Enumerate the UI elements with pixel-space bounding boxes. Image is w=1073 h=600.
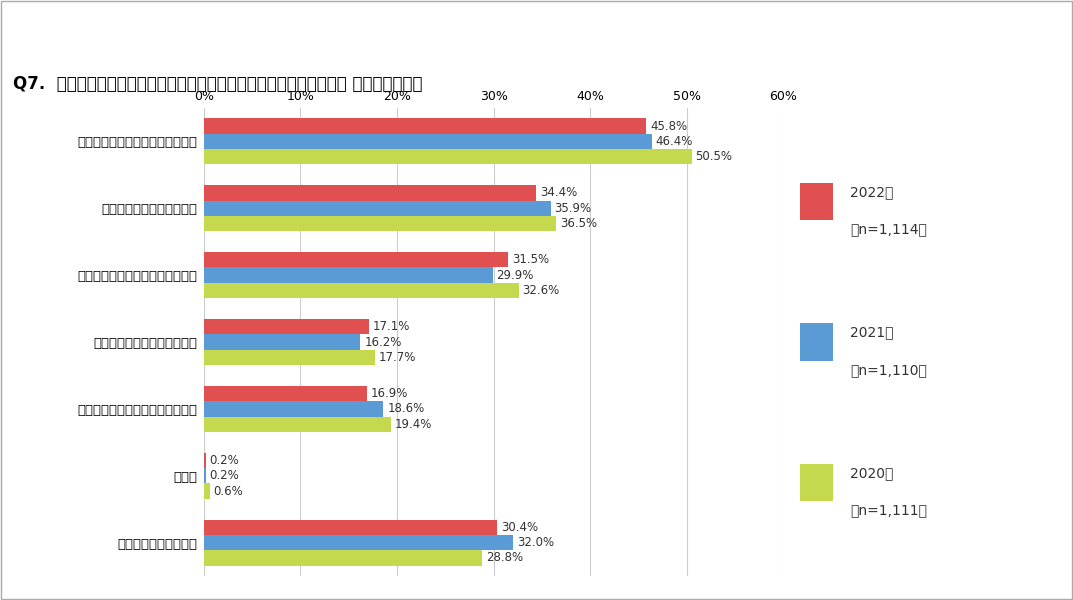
Bar [204, 386, 367, 401]
Text: 0.6%: 0.6% [214, 485, 244, 497]
Text: 50.5%: 50.5% [695, 151, 733, 163]
Text: 17.1%: 17.1% [373, 320, 410, 333]
Text: 16.9%: 16.9% [371, 387, 409, 400]
Text: 2021年: 2021年 [850, 326, 894, 340]
Text: 34.4%: 34.4% [540, 187, 577, 199]
Bar [204, 416, 392, 432]
Bar [204, 334, 361, 350]
Text: 35.9%: 35.9% [555, 202, 591, 215]
Bar [204, 468, 206, 484]
Bar [204, 283, 518, 298]
Text: 16.2%: 16.2% [364, 335, 401, 349]
Bar [204, 550, 482, 566]
Text: Q7.  あなたのご家庭で行っている地震・防災対策を教えてください。 【複数回答可】: Q7. あなたのご家庭で行っている地震・防災対策を教えてください。 【複数回答可… [13, 74, 423, 92]
Bar [204, 319, 369, 334]
Text: 32.6%: 32.6% [523, 284, 560, 297]
Bar [204, 185, 536, 200]
Text: （n=1,110）: （n=1,110） [850, 363, 927, 377]
Text: 17.7%: 17.7% [379, 351, 416, 364]
Bar [204, 520, 498, 535]
Bar [204, 216, 556, 232]
Bar [204, 268, 493, 283]
Text: 0.2%: 0.2% [209, 469, 239, 482]
Bar [204, 350, 374, 365]
FancyBboxPatch shape [799, 464, 833, 501]
Bar [204, 484, 209, 499]
FancyBboxPatch shape [799, 183, 833, 220]
Text: 36.5%: 36.5% [560, 217, 598, 230]
Bar [204, 452, 206, 468]
Text: （n=1,114）: （n=1,114） [850, 223, 927, 236]
Bar [204, 200, 550, 216]
Text: 31.5%: 31.5% [512, 253, 549, 266]
FancyBboxPatch shape [799, 323, 833, 361]
Bar [204, 401, 383, 416]
Text: 29.9%: 29.9% [497, 269, 534, 281]
Text: 2020年: 2020年 [850, 466, 893, 480]
Text: 18.6%: 18.6% [387, 403, 425, 415]
Text: 45.8%: 45.8% [650, 119, 687, 133]
Text: 32.0%: 32.0% [517, 536, 554, 549]
Bar [204, 134, 652, 149]
Text: 28.8%: 28.8% [486, 551, 523, 565]
Text: 30.4%: 30.4% [501, 521, 539, 533]
Text: 19.4%: 19.4% [395, 418, 432, 431]
Bar [204, 252, 509, 268]
Text: 46.4%: 46.4% [656, 135, 693, 148]
Bar [204, 535, 513, 550]
Bar [204, 149, 691, 164]
Text: 2022年: 2022年 [850, 185, 893, 199]
Text: 0.2%: 0.2% [209, 454, 239, 467]
Bar [204, 118, 646, 134]
Text: （n=1,111）: （n=1,111） [850, 503, 927, 517]
